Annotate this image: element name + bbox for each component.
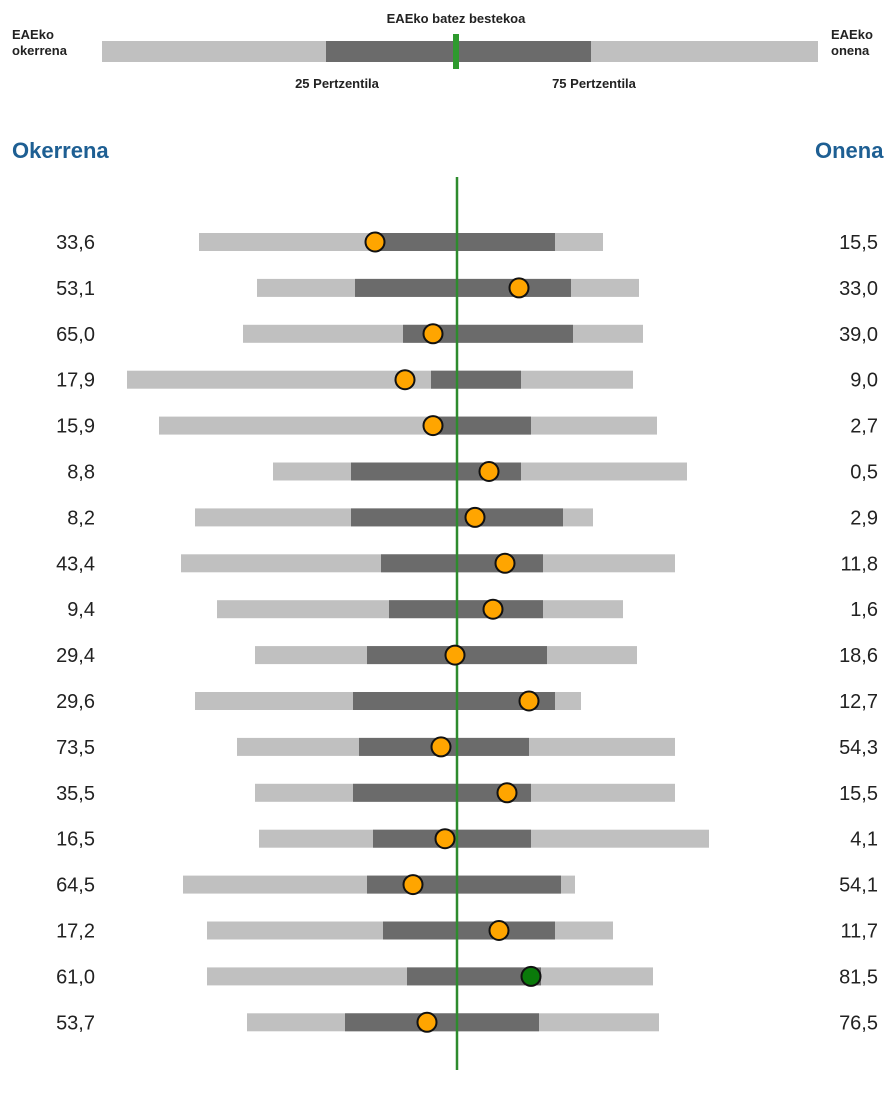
- iqr-bar: [367, 875, 561, 894]
- legend-worst-label-line1: EAEko: [12, 27, 54, 42]
- best-value-label: 76,5: [839, 1012, 878, 1034]
- iqr-bar: [407, 967, 541, 986]
- worst-value-label: 8,2: [67, 507, 95, 529]
- worst-value-label: 9,4: [67, 599, 95, 621]
- best-value-label: 11,7: [841, 921, 878, 943]
- value-marker: [416, 1011, 438, 1033]
- iqr-bar: [383, 921, 555, 940]
- best-value-label: 12,7: [839, 691, 878, 713]
- value-marker: [478, 461, 500, 482]
- best-value-label: 81,5: [839, 966, 878, 988]
- iqr-bar: [355, 278, 571, 297]
- range-bar: [127, 370, 633, 389]
- legend-best-label-line2: onena: [831, 43, 870, 58]
- worst-value-label: 64,5: [56, 875, 95, 897]
- value-marker: [422, 415, 444, 437]
- best-value-label: 2,9: [850, 507, 878, 529]
- value-marker: [364, 231, 386, 253]
- best-value-label: 1,6: [850, 599, 878, 621]
- best-value-label: 39,0: [839, 324, 878, 346]
- best-value-label: 18,6: [839, 645, 878, 667]
- best-value-label: 15,5: [839, 232, 878, 254]
- range-bar: [159, 416, 657, 435]
- best-value-label: 54,3: [839, 737, 878, 759]
- worst-value-label: 16,5: [56, 829, 95, 851]
- worst-value-label: 17,9: [56, 370, 95, 392]
- value-marker: [508, 277, 530, 299]
- worst-value-label: 8,8: [67, 462, 95, 484]
- value-marker: [494, 552, 516, 574]
- best-value-label: 33,0: [839, 278, 878, 300]
- value-marker: [434, 828, 456, 850]
- iqr-bar: [433, 416, 531, 435]
- worst-value-label: 15,9: [56, 416, 95, 438]
- value-marker: [520, 965, 542, 987]
- legend-p25-label: 25 Pertzentila: [295, 76, 379, 91]
- value-marker: [488, 920, 510, 941]
- header-worst: Okerrena: [12, 138, 109, 163]
- iqr-bar: [351, 462, 521, 481]
- best-value-label: 9,0: [850, 370, 878, 392]
- best-value-label: 15,5: [839, 783, 878, 805]
- best-value-label: 2,7: [850, 416, 878, 438]
- worst-value-label: 29,4: [56, 645, 95, 667]
- iqr-bar: [353, 783, 531, 802]
- worst-value-label: 53,1: [56, 278, 95, 300]
- value-marker: [422, 323, 444, 345]
- iqr-bar: [375, 233, 555, 251]
- legend: EAEko okerrena EAEko batez bestekoa 25 P…: [0, 0, 886, 110]
- value-marker: [394, 369, 416, 391]
- legend-worst-label-line2: okerrena: [12, 43, 67, 58]
- worst-value-label: 33,6: [56, 232, 95, 254]
- iqr-bar: [403, 324, 573, 343]
- worst-value-label: 29,6: [56, 691, 95, 713]
- worst-value-label: 53,7: [56, 1012, 95, 1034]
- best-value-label: 11,8: [841, 553, 878, 575]
- worst-value-label: 35,5: [56, 783, 95, 805]
- worst-value-label: 43,4: [56, 553, 95, 575]
- value-marker: [430, 736, 452, 758]
- legend-average-label: EAEko batez bestekoa: [386, 11, 526, 26]
- value-marker: [402, 874, 424, 896]
- iqr-bar: [345, 1013, 539, 1032]
- iqr-bar: [389, 600, 543, 619]
- value-marker: [444, 644, 466, 666]
- legend-best-label: EAEko onena: [831, 27, 873, 59]
- worst-value-label: 61,0: [56, 966, 95, 988]
- best-value-label: 0,5: [850, 462, 878, 484]
- iqr-bar: [431, 370, 521, 389]
- value-marker: [464, 506, 486, 528]
- value-marker: [482, 598, 504, 620]
- legend-best-label-line1: EAEko: [831, 27, 873, 42]
- value-marker: [496, 782, 518, 804]
- worst-value-label: 17,2: [56, 921, 95, 943]
- worst-value-label: 73,5: [56, 737, 95, 759]
- iqr-bar: [381, 554, 543, 573]
- legend-worst-label: EAEko okerrena: [12, 27, 67, 59]
- value-marker: [518, 690, 540, 712]
- iqr-bar: [353, 692, 555, 710]
- header-best: Onena: [815, 138, 884, 163]
- best-value-label: 54,1: [839, 875, 878, 897]
- legend-p75-label: 75 Pertzentila: [552, 76, 636, 91]
- legend-average-marker: [453, 34, 459, 69]
- best-value-label: 4,1: [850, 829, 878, 851]
- worst-value-label: 65,0: [56, 324, 95, 346]
